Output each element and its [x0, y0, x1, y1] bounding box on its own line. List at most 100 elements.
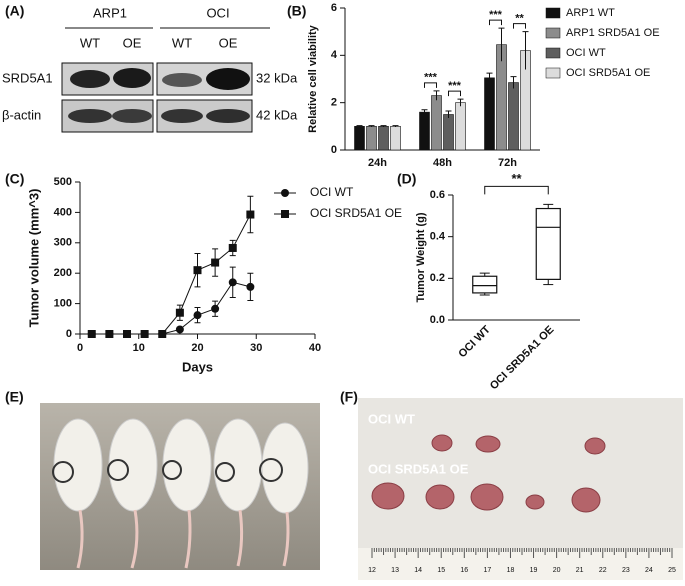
- y-tick-label: 0: [66, 328, 72, 340]
- size-label: 32 kDa: [256, 70, 298, 85]
- marker: [175, 308, 184, 317]
- ruler-label: 14: [414, 567, 422, 574]
- y-tick-label: 0.2: [430, 272, 445, 284]
- marker: [123, 330, 131, 338]
- marker: [211, 304, 220, 313]
- ruler-label: 21: [576, 567, 584, 574]
- y-axis-label: Tumor Weight (g): [415, 212, 427, 302]
- panel-label: (B): [287, 3, 306, 19]
- bar: [484, 77, 495, 151]
- ruler-label: 16: [460, 567, 468, 574]
- legend-label: OCI WT: [566, 47, 606, 59]
- lane-label: WT: [172, 35, 192, 50]
- marker: [228, 243, 237, 252]
- x-tick-label: 10: [133, 342, 145, 354]
- tumor-photo: [358, 398, 683, 580]
- x-tick-label: OCI WT: [456, 323, 493, 360]
- significance-bracket: [513, 23, 526, 29]
- legend-marker: [281, 189, 289, 197]
- box: [535, 207, 561, 280]
- error-bar: [510, 76, 517, 89]
- x-tick-label: 40: [309, 342, 321, 354]
- significance-label: **: [511, 171, 522, 186]
- error-bar: [445, 110, 452, 119]
- legend-label: OCI SRD5A1 OE: [566, 67, 650, 79]
- error-bar: [356, 125, 363, 128]
- x-tick-label: OCI SRD5A1 OE: [488, 324, 557, 393]
- marker: [158, 330, 167, 338]
- marker: [211, 258, 220, 267]
- error-bar: [368, 125, 375, 128]
- lane-label: OE: [219, 35, 238, 50]
- ruler-label: 22: [599, 567, 607, 574]
- error-bar: [486, 72, 493, 83]
- series-line: [91, 281, 251, 335]
- y-tick-label: 500: [54, 176, 72, 188]
- ruler-label: 23: [622, 567, 630, 574]
- marker: [105, 330, 114, 338]
- marker: [175, 325, 184, 334]
- bar: [378, 126, 389, 151]
- bar: [419, 111, 430, 151]
- marker: [87, 330, 96, 338]
- legend-label: ARP1 WT: [566, 7, 615, 19]
- ruler-label: 12: [368, 567, 376, 574]
- ruler-label: 19: [530, 567, 538, 574]
- error-bar: [522, 31, 529, 70]
- significance-label: ***: [448, 80, 462, 92]
- y-axis-label: Relative cell viability: [307, 24, 319, 132]
- x-tick-label: 0: [77, 342, 83, 354]
- legend-label: OCI WT: [310, 185, 354, 199]
- ruler-label: 20: [553, 567, 561, 574]
- western-blot: [61, 27, 270, 133]
- ruler-label: 24: [645, 567, 653, 574]
- legend-swatch: [545, 47, 561, 59]
- ruler-label: 13: [391, 567, 399, 574]
- legend-swatch: [545, 27, 561, 39]
- bar: [508, 82, 519, 151]
- legend-label: OCI SRD5A1 OE: [310, 206, 402, 220]
- row-label: β-actin: [2, 107, 41, 122]
- panel-label: (A): [5, 3, 24, 19]
- ruler-label: 15: [437, 567, 445, 574]
- marker: [246, 210, 255, 219]
- y-tick-label: 300: [54, 237, 72, 249]
- y-tick-label: 6: [331, 2, 337, 14]
- significance-label: ***: [489, 9, 503, 21]
- marker: [193, 311, 202, 320]
- x-tick-label: 48h: [433, 157, 452, 169]
- ruler-label: 18: [507, 567, 515, 574]
- mouse-photo: [40, 403, 320, 570]
- marker: [140, 330, 149, 338]
- bar: [455, 102, 466, 151]
- group-label: ARP1: [93, 5, 127, 20]
- ruler-label: 17: [483, 567, 491, 574]
- box: [472, 275, 498, 294]
- error-bar: [457, 98, 464, 107]
- y-tick-label: 2: [331, 97, 337, 109]
- significance-bracket: [484, 185, 549, 195]
- photo-label: OCI SRD5A1 OE: [368, 461, 469, 476]
- error-bar: [433, 90, 440, 101]
- row-label: SRD5A1: [2, 70, 53, 85]
- significance-bracket: [448, 90, 461, 97]
- significance-bracket: [424, 82, 437, 88]
- bar: [354, 126, 365, 151]
- panel-label: (E): [5, 389, 24, 405]
- lane-label: OE: [123, 35, 142, 50]
- y-tick-label: 0.6: [430, 189, 445, 201]
- panel-label: (D): [397, 171, 416, 187]
- x-tick-label: 20: [191, 342, 203, 354]
- y-tick-label: 0.0: [430, 314, 445, 326]
- bar: [366, 126, 377, 151]
- group-label: OCI: [206, 5, 229, 20]
- marker: [228, 278, 237, 287]
- y-tick-label: 0: [331, 144, 337, 156]
- error-bar: [392, 125, 399, 128]
- x-tick-label: 72h: [498, 157, 517, 169]
- legend-label: ARP1 SRD5A1 OE: [566, 27, 660, 39]
- legend-marker: [281, 210, 289, 218]
- significance-bracket: [489, 19, 502, 26]
- photo-label: OCI WT: [368, 411, 415, 426]
